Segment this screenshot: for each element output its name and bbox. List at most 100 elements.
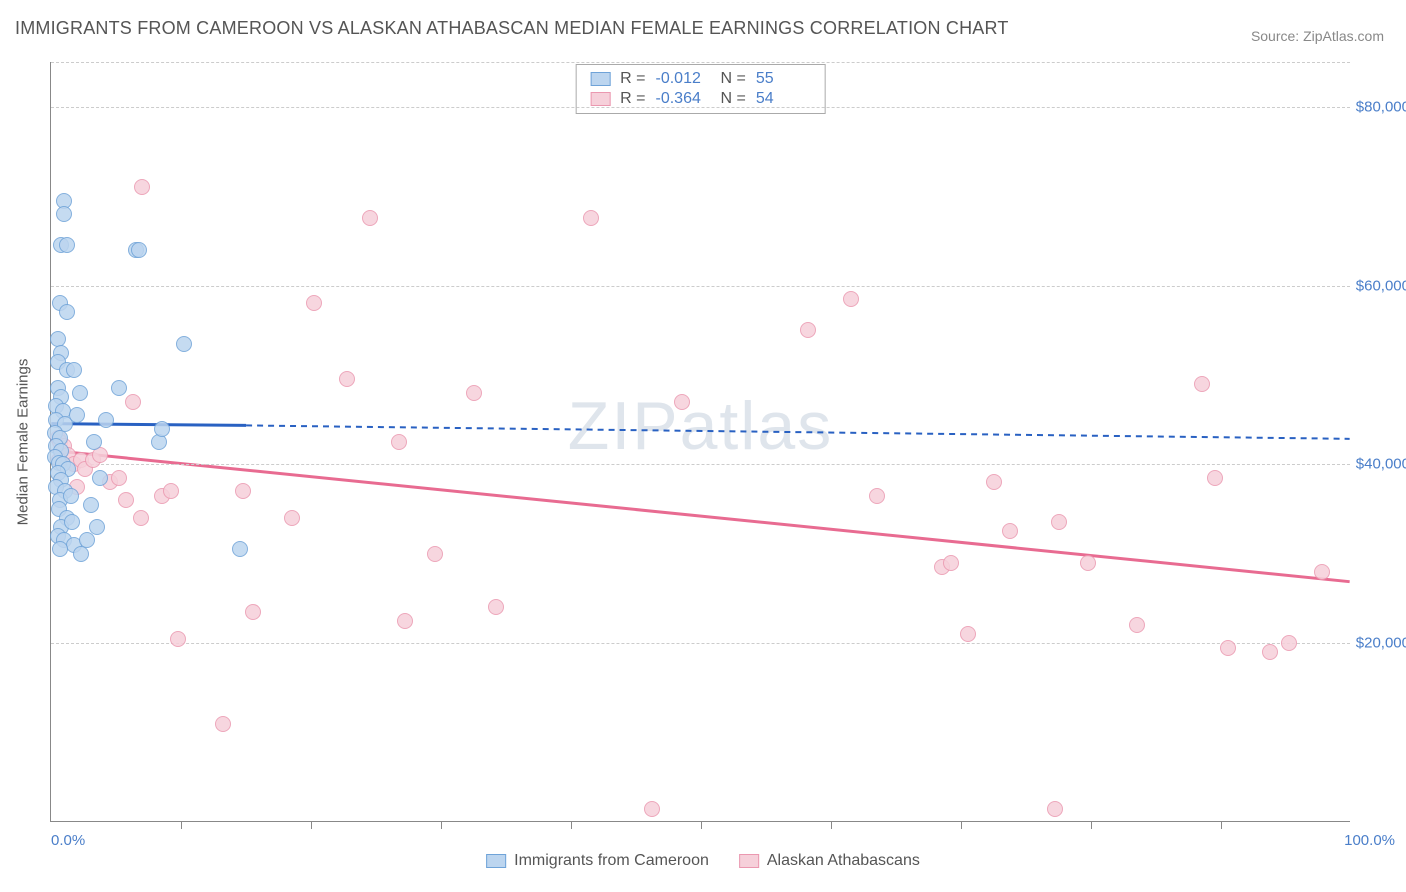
gridline-h	[51, 464, 1350, 465]
scatter-point	[63, 488, 79, 504]
scatter-point	[232, 541, 248, 557]
scatter-point	[111, 470, 127, 486]
gridline-h	[51, 62, 1350, 63]
scatter-point	[89, 519, 105, 535]
r-value: -0.364	[656, 90, 711, 108]
n-label: N =	[721, 90, 746, 108]
scatter-point	[960, 626, 976, 642]
trend-line	[51, 424, 246, 426]
scatter-point	[466, 385, 482, 401]
scatter-point	[125, 394, 141, 410]
scatter-point	[397, 613, 413, 629]
scatter-point	[163, 483, 179, 499]
x-axis-max-label: 100.0%	[1344, 832, 1395, 849]
gridline-h	[51, 107, 1350, 108]
scatter-point	[843, 291, 859, 307]
scatter-point	[1080, 555, 1096, 571]
scatter-point	[52, 541, 68, 557]
scatter-point	[1314, 564, 1330, 580]
trend-lines-layer	[51, 62, 1350, 821]
x-tick	[311, 821, 312, 829]
chart-title: IMMIGRANTS FROM CAMEROON VS ALASKAN ATHA…	[15, 18, 1009, 39]
swatch-series-1	[590, 92, 610, 106]
scatter-point	[170, 631, 186, 647]
swatch-series-0	[590, 72, 610, 86]
scatter-point	[306, 295, 322, 311]
x-tick	[1091, 821, 1092, 829]
scatter-point	[1262, 644, 1278, 660]
x-tick	[961, 821, 962, 829]
n-label: N =	[721, 70, 746, 88]
legend-label: Immigrants from Cameroon	[514, 852, 709, 870]
scatter-point	[1051, 514, 1067, 530]
scatter-point	[284, 510, 300, 526]
scatter-point	[427, 546, 443, 562]
scatter-point	[800, 322, 816, 338]
scatter-point	[391, 434, 407, 450]
scatter-point	[56, 206, 72, 222]
scatter-point	[583, 210, 599, 226]
scatter-point	[86, 434, 102, 450]
bottom-legend: Immigrants from Cameroon Alaskan Athabas…	[486, 852, 920, 870]
scatter-point	[72, 385, 88, 401]
scatter-point	[154, 421, 170, 437]
scatter-point	[1129, 617, 1145, 633]
scatter-point	[1002, 523, 1018, 539]
plot-area: Median Female Earnings 0.0% 100.0% ZIPat…	[50, 62, 1350, 822]
scatter-point	[235, 483, 251, 499]
x-tick	[701, 821, 702, 829]
scatter-point	[215, 716, 231, 732]
r-label: R =	[620, 70, 645, 88]
x-tick	[571, 821, 572, 829]
scatter-point	[1220, 640, 1236, 656]
scatter-point	[59, 237, 75, 253]
y-tick-label: $40,000	[1355, 456, 1406, 473]
scatter-point	[674, 394, 690, 410]
r-value: -0.012	[656, 70, 711, 88]
scatter-point	[64, 514, 80, 530]
n-value: 55	[756, 70, 811, 88]
trend-line	[51, 450, 1349, 581]
y-tick-label: $20,000	[1355, 635, 1406, 652]
source-label: Source: ZipAtlas.com	[1251, 28, 1384, 44]
scatter-point	[69, 407, 85, 423]
gridline-h	[51, 643, 1350, 644]
scatter-point	[133, 510, 149, 526]
scatter-point	[1207, 470, 1223, 486]
scatter-point	[92, 470, 108, 486]
scatter-point	[66, 362, 82, 378]
scatter-point	[488, 599, 504, 615]
x-tick	[441, 821, 442, 829]
scatter-point	[339, 371, 355, 387]
watermark: ZIPatlas	[568, 387, 833, 465]
scatter-point	[134, 179, 150, 195]
scatter-point	[1281, 635, 1297, 651]
scatter-point	[79, 532, 95, 548]
scatter-point	[245, 604, 261, 620]
scatter-point	[118, 492, 134, 508]
scatter-point	[1047, 801, 1063, 817]
scatter-point	[98, 412, 114, 428]
scatter-point	[1194, 376, 1210, 392]
x-tick	[831, 821, 832, 829]
y-axis-label: Median Female Earnings	[15, 358, 32, 525]
y-tick-label: $80,000	[1355, 98, 1406, 115]
scatter-point	[943, 555, 959, 571]
scatter-point	[83, 497, 99, 513]
scatter-point	[176, 336, 192, 352]
legend-item-series-1: Alaskan Athabascans	[739, 852, 920, 870]
x-tick	[1221, 821, 1222, 829]
stats-row-series-0: R = -0.012 N = 55	[576, 69, 825, 89]
scatter-point	[869, 488, 885, 504]
scatter-point	[986, 474, 1002, 490]
scatter-point	[362, 210, 378, 226]
scatter-point	[111, 380, 127, 396]
r-label: R =	[620, 90, 645, 108]
trend-line	[246, 425, 1350, 438]
gridline-h	[51, 286, 1350, 287]
swatch-series-1	[739, 854, 759, 868]
legend-label: Alaskan Athabascans	[767, 852, 920, 870]
y-tick-label: $60,000	[1355, 277, 1406, 294]
x-axis-min-label: 0.0%	[51, 832, 85, 849]
scatter-point	[644, 801, 660, 817]
